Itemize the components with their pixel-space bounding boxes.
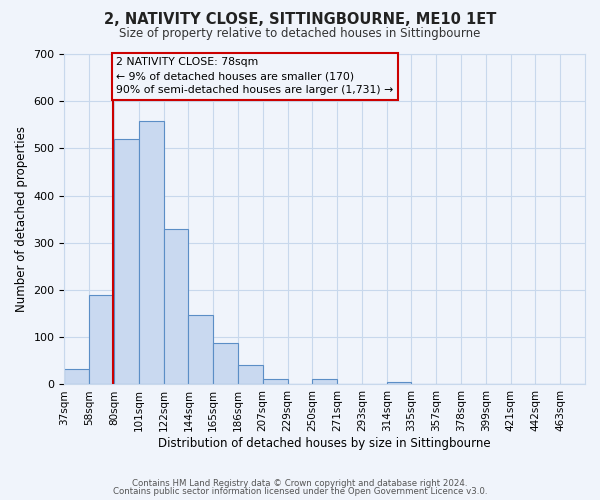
- Bar: [386, 382, 412, 384]
- X-axis label: Distribution of detached houses by size in Sittingbourne: Distribution of detached houses by size …: [158, 437, 491, 450]
- Bar: [89, 295, 114, 384]
- Text: Size of property relative to detached houses in Sittingbourne: Size of property relative to detached ho…: [119, 28, 481, 40]
- Bar: [164, 228, 188, 384]
- Bar: [263, 379, 287, 384]
- Text: Contains public sector information licensed under the Open Government Licence v3: Contains public sector information licen…: [113, 487, 487, 496]
- Bar: [114, 139, 139, 384]
- Y-axis label: Number of detached properties: Number of detached properties: [15, 126, 28, 312]
- Bar: [238, 364, 263, 384]
- Text: 2 NATIVITY CLOSE: 78sqm
← 9% of detached houses are smaller (170)
90% of semi-de: 2 NATIVITY CLOSE: 78sqm ← 9% of detached…: [116, 58, 394, 96]
- Text: 2, NATIVITY CLOSE, SITTINGBOURNE, ME10 1ET: 2, NATIVITY CLOSE, SITTINGBOURNE, ME10 1…: [104, 12, 496, 28]
- Bar: [213, 344, 238, 384]
- Bar: [139, 121, 164, 384]
- Text: Contains HM Land Registry data © Crown copyright and database right 2024.: Contains HM Land Registry data © Crown c…: [132, 478, 468, 488]
- Bar: [188, 315, 213, 384]
- Bar: [64, 369, 89, 384]
- Bar: [313, 380, 337, 384]
